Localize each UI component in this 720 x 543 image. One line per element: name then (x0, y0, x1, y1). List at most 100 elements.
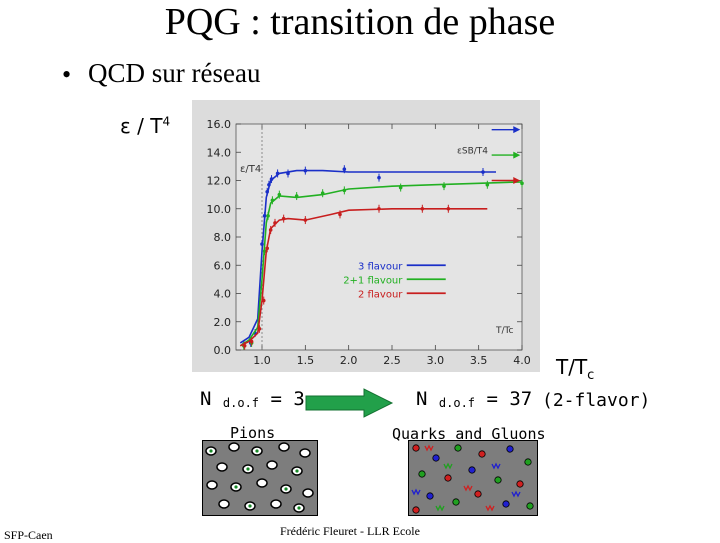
slide-title: PQG : transition de phase (164, 1, 556, 43)
quark-particle (426, 492, 434, 500)
data-point (398, 185, 403, 190)
quark-particle (516, 480, 524, 488)
y-tick-label: 2.0 (214, 316, 232, 329)
data-point (342, 167, 347, 171)
data-point (286, 171, 290, 176)
x-tick-label: 1.0 (253, 354, 271, 367)
data-point (266, 214, 270, 218)
y-axis-outer-label: ε / T4 (120, 114, 170, 138)
pion-core (246, 467, 250, 471)
pion-core (295, 469, 299, 473)
gluon-spring (485, 504, 495, 512)
data-point (338, 212, 342, 217)
data-point (260, 242, 264, 246)
data-point (261, 298, 266, 303)
arrow-shape (305, 388, 394, 418)
data-point (270, 198, 275, 203)
pion-core (248, 504, 252, 508)
quarks-gluons-label: Quarks and Gluons (392, 425, 546, 443)
energy-density-chart: 0.0 2.0 4.0 6.0 8.0 10.0 12.0 14.0 16.0 1.0 1.5 2.0… (192, 100, 540, 372)
gluon-spring (491, 462, 501, 470)
pion-particle (266, 460, 278, 470)
eps-label-main: ε / T (120, 114, 163, 138)
y-tick-label: 12.0 (207, 175, 232, 188)
data-point (273, 221, 277, 225)
pion-particle (216, 462, 228, 472)
gluon-spring (424, 444, 434, 452)
quark-particle (474, 490, 482, 498)
gluon-springs (411, 444, 521, 512)
quark-particle (526, 502, 534, 510)
qgp-box-frame (408, 440, 538, 516)
quark-particle (468, 466, 476, 474)
ndof-hadron: N d.o.f = 3 (200, 388, 305, 410)
inner-y-label: ε/T4 (240, 164, 261, 175)
chart-layer: 0.0 2.0 4.0 6.0 8.0 10.0 12.0 14.0 16.0 1.0 1.5 2.0… (207, 118, 531, 367)
y-tick-label: 6.0 (214, 259, 232, 272)
data-point (320, 191, 325, 196)
data-point (485, 182, 490, 187)
data-point (269, 177, 274, 181)
quark-particle (524, 458, 532, 466)
ndof-qgp: N d.o.f = 37 (416, 388, 532, 410)
quark-particle (432, 454, 440, 462)
y-tick-label: 8.0 (214, 231, 232, 244)
sb-arrow-head (513, 177, 521, 184)
ndof-right-sub: d.o.f (438, 396, 476, 410)
series-line (239, 181, 523, 347)
pion-cores (209, 449, 301, 510)
quark-particle (502, 500, 510, 508)
bullet-dot: • (62, 60, 72, 89)
data-point (281, 216, 286, 221)
ttc-label-main: T/T (556, 355, 588, 379)
ndof-left-main: N (200, 388, 212, 410)
quark-particle (506, 445, 514, 453)
data-point (265, 190, 269, 194)
y-tick-label: 4.0 (214, 288, 232, 301)
x-tick-label: 1.5 (297, 354, 315, 367)
gluon-spring (435, 504, 445, 512)
quark-particles (412, 444, 534, 514)
pion-gas-illustration (202, 440, 318, 516)
data-point (303, 168, 308, 173)
quark-particle (418, 470, 426, 478)
ndof-left-value: = 3 (270, 388, 305, 410)
data-point (275, 171, 280, 176)
data-point (481, 170, 485, 174)
data-point (303, 218, 308, 222)
x-tick-label: 3.5 (470, 354, 488, 367)
footer-center: Frédéric Fleuret - LLR Ecole (280, 524, 420, 538)
legend-label: 2 flavour (358, 289, 403, 300)
x-tick-label: 2.5 (383, 354, 401, 367)
ndof-right-main: N (416, 388, 428, 410)
plot-frame (235, 123, 523, 351)
series-line (239, 169, 496, 344)
pion-particle (278, 442, 290, 452)
data-point (420, 206, 425, 211)
data-point (262, 214, 267, 218)
x-tick-label: 2.0 (340, 354, 358, 367)
inner-x-label: T/Tc (495, 326, 513, 336)
quark-gluon-plasma-illustration (408, 440, 538, 516)
y-tick-label: 14.0 (207, 146, 232, 159)
data-point (242, 343, 247, 348)
data-point (249, 339, 254, 344)
sb-label: εSB/T4 (457, 147, 488, 157)
x-axis-outer-label: T/Tc (556, 355, 594, 383)
gluon-spring (463, 484, 473, 492)
bullet-text: QCD sur réseau (88, 58, 261, 88)
footer-left: SFP-Caen (4, 528, 53, 542)
data-point (268, 228, 273, 232)
pion-particle (299, 448, 311, 458)
y-tick-label: 16.0 (207, 118, 232, 131)
data-point (257, 327, 262, 331)
data-point (520, 181, 524, 186)
ndof-left-sub: d.o.f (222, 396, 260, 410)
quark-particle (478, 450, 486, 458)
pion-core (284, 487, 288, 491)
gluon-spring (511, 490, 521, 498)
data-point (267, 182, 271, 187)
quark-particle (444, 474, 452, 482)
ttc-label-sub: c (587, 368, 595, 383)
quark-particle (454, 444, 462, 452)
